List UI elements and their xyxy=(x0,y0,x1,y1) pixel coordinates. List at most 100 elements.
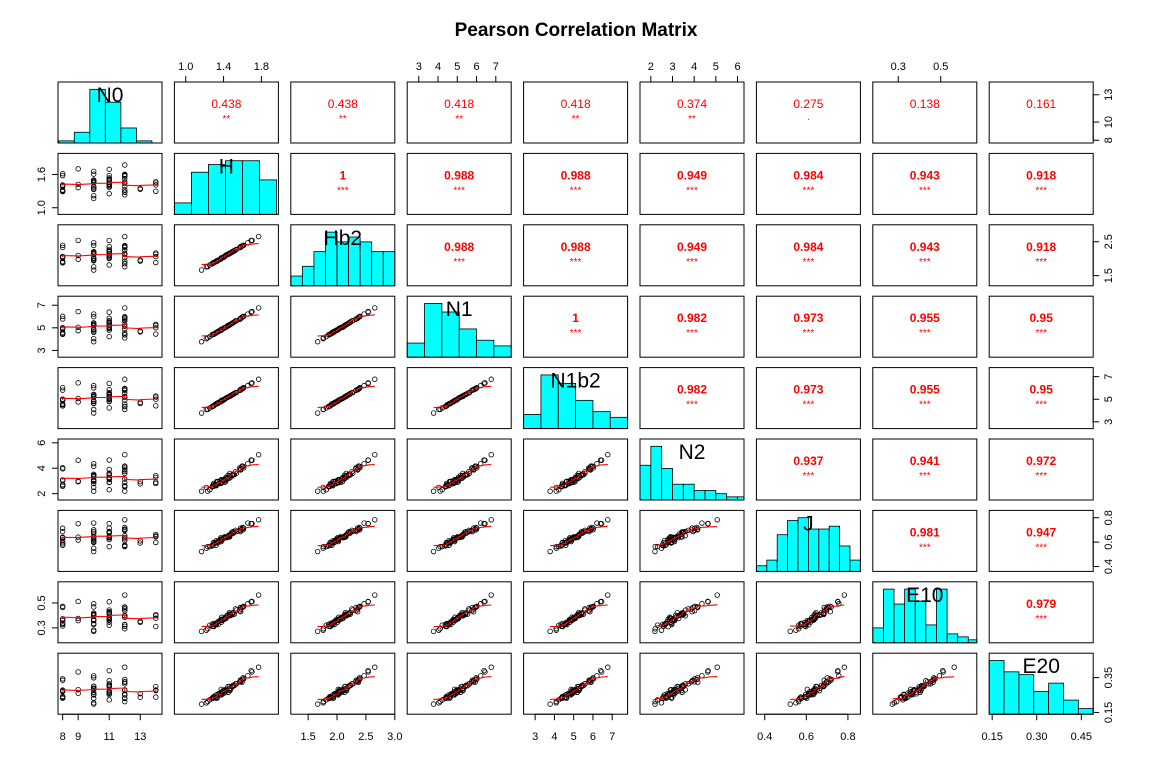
panel-frame xyxy=(173,367,279,430)
scatter-point xyxy=(106,457,112,463)
panel-frame xyxy=(57,224,163,287)
scatter-point xyxy=(122,524,128,531)
scatter-point xyxy=(793,627,799,633)
smooth-line xyxy=(62,181,157,187)
scatter-point xyxy=(205,488,211,494)
bottom-tick-label: 1.5 xyxy=(300,731,315,743)
panel-Hb2-N1: 0.988 *** xyxy=(406,224,512,287)
scatter-point xyxy=(106,262,112,268)
scatter-point xyxy=(122,403,128,410)
scatter-point xyxy=(218,536,225,543)
scatter-point xyxy=(91,168,97,175)
scatter-point xyxy=(91,410,97,416)
top-tick-label: 6 xyxy=(473,61,479,73)
panel-frame xyxy=(290,438,396,501)
panel-frame xyxy=(406,224,512,287)
scatter-point xyxy=(198,628,205,635)
panel-frame xyxy=(755,438,861,501)
hist-bar xyxy=(1018,674,1035,715)
significance-stars: *** xyxy=(570,328,582,339)
scatter-point xyxy=(122,406,128,413)
scatter-point xyxy=(122,604,128,611)
panel-frame xyxy=(290,81,396,144)
scatter-point xyxy=(327,331,333,337)
scatter-point xyxy=(91,329,97,335)
hist-bar xyxy=(672,483,684,501)
scatter-point xyxy=(469,387,475,394)
smooth-line xyxy=(201,385,259,409)
panel-J-H xyxy=(173,509,279,572)
scatter-point xyxy=(91,314,97,320)
panel-frame xyxy=(57,509,163,572)
scatter-point xyxy=(106,667,112,674)
correlation-value: 1 xyxy=(339,168,346,182)
panel-frame xyxy=(173,581,279,644)
panel-frame xyxy=(290,152,396,215)
scatter-point xyxy=(91,400,97,406)
panel-frame xyxy=(872,295,978,358)
scatter-point xyxy=(547,488,553,494)
correlation-value: 0.988 xyxy=(444,168,474,182)
panel-frame xyxy=(988,152,1094,215)
panel-frame xyxy=(173,81,279,144)
scatter-point xyxy=(153,694,159,700)
panel-J-N1b2 xyxy=(523,509,629,572)
scatter-point xyxy=(237,244,243,251)
scatter-point xyxy=(91,545,97,551)
significance-stars: *** xyxy=(919,542,931,553)
panel-frame xyxy=(872,509,978,572)
scatter-point xyxy=(91,240,97,246)
scatter-point xyxy=(482,669,488,675)
scatter-point xyxy=(106,520,112,527)
scatter-point xyxy=(122,247,128,253)
hist-bar xyxy=(301,265,315,287)
smooth-line xyxy=(317,525,375,547)
hist-bar xyxy=(914,600,927,644)
scatter-point xyxy=(787,701,793,707)
significance-stars: *** xyxy=(570,185,582,196)
scatter-point xyxy=(436,627,442,633)
significance-stars: *** xyxy=(1035,400,1047,411)
panel-J-E20: 0.947 *** xyxy=(988,509,1094,572)
left-tick-label: 6 xyxy=(36,440,48,446)
scatter-point xyxy=(323,487,329,493)
smooth-line xyxy=(201,314,259,337)
panel-frame xyxy=(523,438,629,501)
panel-frame xyxy=(755,81,861,144)
scatter-point xyxy=(106,175,112,181)
scatter-point xyxy=(323,697,329,703)
panel-H-J: 0.984 *** xyxy=(755,152,861,215)
scatter-point xyxy=(122,695,128,701)
panel-H-E20: 0.918 *** xyxy=(988,152,1094,215)
scatter-point xyxy=(122,527,128,533)
scatter-point xyxy=(680,611,686,617)
scatter-point xyxy=(372,376,378,382)
variable-label: N1b2 xyxy=(550,370,600,393)
scatter-point xyxy=(218,690,225,696)
panel-frame xyxy=(173,509,279,572)
scatter-point xyxy=(455,535,462,541)
scatter-point xyxy=(652,628,658,635)
top-tick-label: 4 xyxy=(691,61,697,73)
correlation-value: 0.979 xyxy=(1026,597,1056,611)
hist-bar xyxy=(424,303,443,358)
scatter-point xyxy=(75,615,81,622)
smooth-line xyxy=(550,676,608,700)
scatter-point xyxy=(59,621,66,627)
scatter-point xyxy=(218,398,225,405)
scatter-point xyxy=(91,621,97,628)
scatter-point xyxy=(59,623,66,629)
scatter-point xyxy=(122,452,128,458)
scatter-point xyxy=(75,166,81,172)
significance-stars: *** xyxy=(1035,257,1047,268)
correlation-value: 0.949 xyxy=(677,240,707,254)
panel-frame xyxy=(988,224,1094,287)
scatter-point xyxy=(248,380,254,387)
significance-stars: *** xyxy=(919,185,931,196)
bottom-tick-label: 0.8 xyxy=(840,731,855,743)
scatter-point xyxy=(835,667,841,674)
scatter-point xyxy=(91,695,97,701)
hist-bar xyxy=(382,251,396,287)
significance-stars: ** xyxy=(455,114,463,125)
hist-bar xyxy=(650,445,663,501)
